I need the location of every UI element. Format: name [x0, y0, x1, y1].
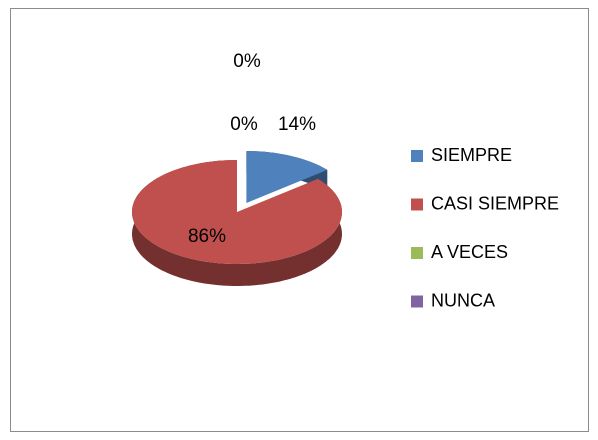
data-label: 86% [188, 226, 226, 247]
legend-label: SIEMPRE [431, 145, 512, 165]
legend-swatch [411, 150, 423, 162]
pie-slice [132, 160, 342, 264]
legend-label: NUNCA [431, 290, 495, 310]
legend-label: A VECES [431, 242, 508, 262]
legend-label: CASI SIEMPRE [431, 193, 559, 213]
data-label: 14% [278, 114, 316, 135]
pie-slice [246, 151, 328, 203]
legend-swatch [411, 198, 423, 211]
legend-swatch [411, 295, 423, 308]
data-label: 0% [230, 114, 258, 135]
data-label: 0% [233, 51, 261, 72]
legend-swatch [411, 247, 423, 259]
